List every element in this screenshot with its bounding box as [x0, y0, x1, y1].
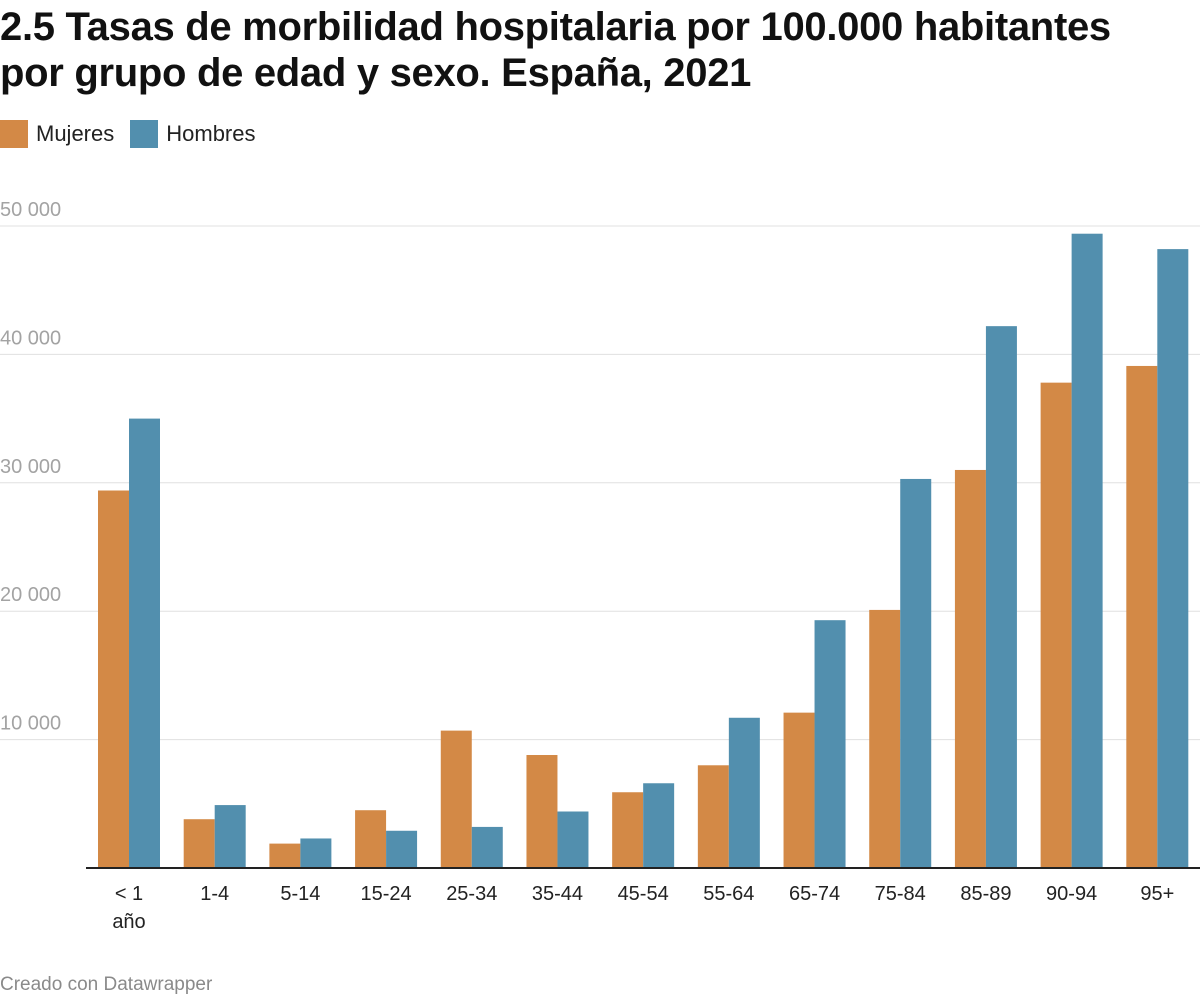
bar-hombres-4: [471, 826, 503, 868]
x-tick-label: 25-34: [446, 883, 497, 905]
x-tick-label: 90-94: [1046, 883, 1097, 905]
chart-title: 2.5 Tasas de morbilidad hospitalaria por…: [0, 4, 1200, 96]
bar-hombres-9: [900, 478, 932, 868]
legend-item-hombres: Hombres: [130, 120, 256, 148]
bar-chart: 10 000 20 000 30 000 40 000 50 000 < 1 año 1-4 5…: [0, 199, 1200, 933]
x-tick-label-line: 15-24: [360, 883, 411, 905]
legend-swatch-mujeres: [0, 120, 28, 148]
x-tick-label-line: 85-89: [960, 883, 1011, 905]
y-tick-label: 40 000: [0, 327, 61, 349]
x-tick-label-line: 1-4: [200, 883, 229, 905]
x-tick-label: 5-14: [280, 883, 320, 905]
x-tick-label: 1-4: [200, 883, 229, 905]
x-tick-label: < 1 año: [112, 883, 145, 933]
bar-mujeres-4: [440, 730, 472, 868]
x-tick-label: 45-54: [618, 883, 669, 905]
bar-mujeres-5: [526, 755, 558, 868]
x-tick-label: 55-64: [703, 883, 754, 905]
bar-hombres-2: [300, 838, 332, 868]
bar-mujeres-3: [355, 810, 387, 868]
bar-mujeres-11: [1040, 382, 1072, 868]
legend-label-hombres: Hombres: [166, 121, 256, 146]
legend-swatch-hombres: [130, 120, 159, 148]
x-tick-label-line: 75-84: [875, 883, 926, 905]
x-tick-label: 65-74: [789, 883, 840, 905]
x-tick-label: 15-24: [360, 883, 411, 905]
bar-hombres-12: [1157, 249, 1189, 868]
legend-label-mujeres: Mujeres: [36, 121, 115, 146]
bar-hombres-7: [728, 717, 760, 868]
y-tick-label: 50 000: [0, 199, 61, 221]
bar-mujeres-10: [954, 469, 986, 868]
x-tick-label-line: año: [112, 911, 145, 933]
y-tick-label: 30 000: [0, 456, 61, 478]
bar-mujeres-6: [612, 792, 644, 868]
x-tick-label-line: 45-54: [618, 883, 669, 905]
bar-hombres-6: [643, 783, 675, 868]
bar-hombres-5: [557, 811, 589, 868]
bar-hombres-1: [214, 805, 246, 868]
bar-mujeres-1: [183, 819, 215, 868]
bar-mujeres-7: [697, 765, 729, 868]
bar-hombres-0: [129, 418, 160, 868]
x-tick-label-line: 25-34: [446, 883, 497, 905]
x-tick-label-line: 65-74: [789, 883, 840, 905]
bar-hombres-3: [386, 830, 418, 868]
footer-credit: Creado con Datawrapper: [0, 974, 213, 995]
x-tick-label-line: 95+: [1140, 883, 1174, 905]
y-tick-label: 10 000: [0, 713, 61, 735]
legend: Mujeres Hombres: [0, 120, 272, 148]
x-tick-label: 75-84: [875, 883, 926, 905]
x-tick-label-line: 35-44: [532, 883, 583, 905]
bar-hombres-10: [985, 326, 1017, 869]
chart-title-line-1: 2.5 Tasas de morbilidad hospitalaria por…: [0, 5, 1111, 49]
bar-mujeres-12: [1126, 365, 1158, 868]
x-tick-label: 95+: [1140, 883, 1174, 905]
x-tick-label-line: < 1: [115, 883, 143, 905]
x-tick-label: 85-89: [960, 883, 1011, 905]
bar-mujeres-8: [783, 712, 815, 868]
x-tick-label-line: 55-64: [703, 883, 754, 905]
bar-mujeres-9: [869, 609, 901, 868]
chart-title-line-2: por grupo de edad y sexo. España, 2021: [0, 51, 752, 95]
x-tick-label-line: 5-14: [280, 883, 320, 905]
x-tick-label-line: 90-94: [1046, 883, 1097, 905]
bar-mujeres-2: [269, 843, 301, 868]
bar-hombres-11: [1071, 233, 1103, 869]
y-tick-label: 20 000: [0, 584, 61, 606]
bar-hombres-8: [814, 620, 846, 868]
bar-mujeres-0: [98, 490, 129, 868]
x-tick-label: 35-44: [532, 883, 583, 905]
legend-item-mujeres: Mujeres: [0, 120, 114, 148]
